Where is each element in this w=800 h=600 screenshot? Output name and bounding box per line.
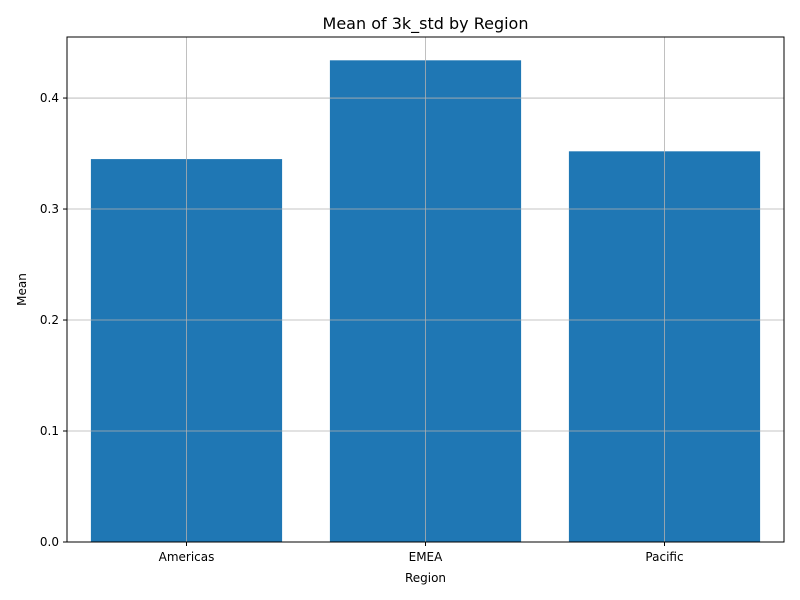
plot-frame <box>66 36 785 543</box>
y-tick-label: 0.0 <box>40 535 59 549</box>
y-tick-label: 0.3 <box>40 202 59 216</box>
chart-title: Mean of 3k_std by Region <box>323 14 529 34</box>
y-tick-label: 0.4 <box>40 91 59 105</box>
x-tick-label: EMEA <box>409 550 444 564</box>
bars <box>67 37 784 543</box>
x-tick-label: Pacific <box>645 550 683 564</box>
x-tick-label: Americas <box>159 550 215 564</box>
y-tick-label: 0.2 <box>40 313 59 327</box>
y-tick-label: 0.1 <box>40 424 59 438</box>
y-axis-label: Mean <box>15 273 29 306</box>
x-axis-label: Region <box>405 571 446 585</box>
ticks: 0.0 0.1 0.2 0.3 0.4 Americas EMEA Pacific <box>40 91 684 564</box>
